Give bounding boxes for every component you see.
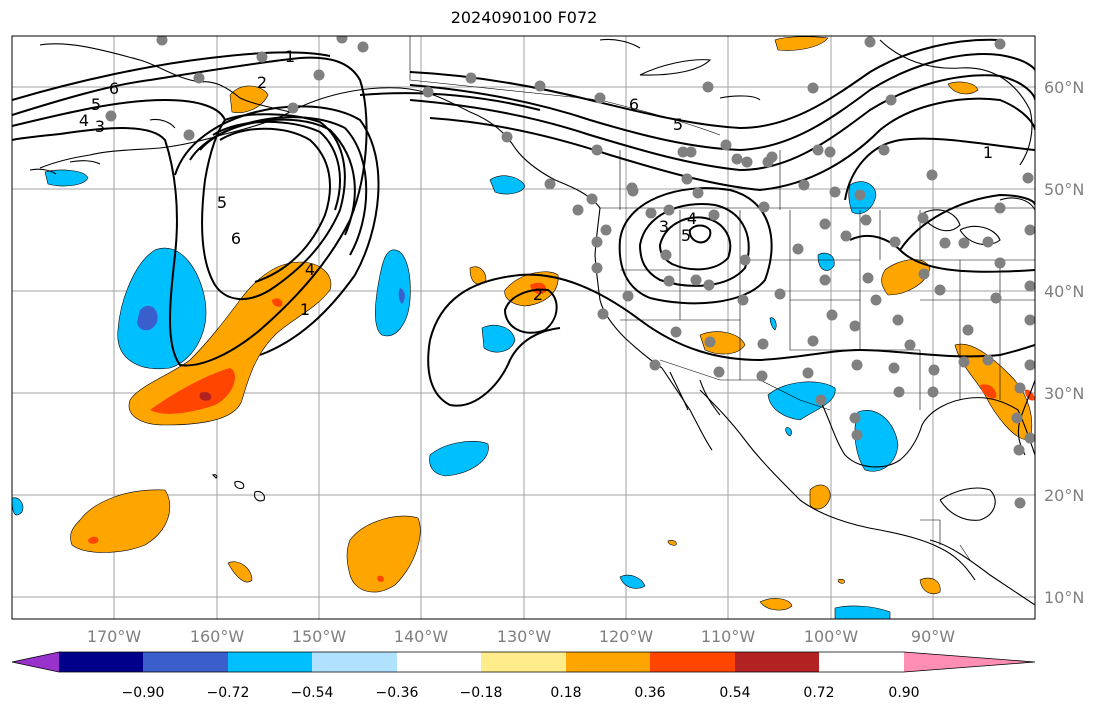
colorbar bbox=[11, 651, 1036, 673]
contour-label: 4 bbox=[305, 260, 315, 279]
colorbar-segment bbox=[59, 652, 143, 672]
contour-label: 3 bbox=[659, 217, 669, 236]
map-frame bbox=[11, 35, 1036, 620]
station-markers bbox=[105, 36, 1035, 509]
longitude-labels: 170°W 160°W 150°W 140°W 130°W 120°W 110°… bbox=[87, 627, 955, 646]
lat-label: 60°N bbox=[1044, 78, 1084, 97]
colorbar-extend-high bbox=[904, 652, 1035, 672]
colorbar-tick-label: 0.54 bbox=[719, 685, 750, 701]
graticule bbox=[12, 36, 1035, 619]
lon-label: 160°W bbox=[190, 627, 245, 646]
latitude-labels: 60°N 50°N 40°N 30°N 20°N 10°N bbox=[1044, 78, 1084, 607]
colorbar-segment bbox=[566, 652, 650, 672]
colorbar-segment bbox=[228, 652, 312, 672]
contour-label: 5 bbox=[673, 115, 683, 134]
contour-label: 5 bbox=[681, 226, 691, 245]
lat-label: 40°N bbox=[1044, 282, 1084, 301]
colorbar-segment bbox=[735, 652, 819, 672]
contour-labels: 6 5 4 3 1 2 5 6 4 1 2 6 5 1 4 3 5 bbox=[79, 47, 993, 319]
colorbar-tick-label: −0.90 bbox=[122, 685, 165, 701]
colorbar-tick-label: 0.36 bbox=[634, 685, 665, 701]
colorbar-segment bbox=[481, 652, 566, 672]
colorbar-outline bbox=[11, 651, 1036, 673]
contour-label: 6 bbox=[231, 229, 241, 248]
colorbar-segment bbox=[397, 652, 481, 672]
colorbar-tick-label: −0.36 bbox=[376, 685, 419, 701]
lon-label: 90°W bbox=[911, 627, 955, 646]
negative-anomaly-fills bbox=[12, 169, 899, 619]
colorbar-segment bbox=[143, 652, 228, 672]
contour-label: 2 bbox=[257, 73, 267, 92]
colorbar-tick-label: −0.54 bbox=[291, 685, 334, 701]
lat-label: 30°N bbox=[1044, 384, 1084, 403]
positive-anomaly-fills bbox=[70, 36, 1035, 611]
colorbar-segment bbox=[650, 652, 735, 672]
contour-label: 1 bbox=[285, 47, 295, 66]
lon-label: 140°W bbox=[394, 627, 449, 646]
lon-label: 130°W bbox=[497, 627, 552, 646]
map-title: 2024090100 F072 bbox=[450, 8, 598, 27]
contour-label: 5 bbox=[91, 95, 101, 114]
lat-label: 10°N bbox=[1044, 588, 1084, 607]
contour-label: 4 bbox=[687, 209, 697, 228]
contour-label: 1 bbox=[300, 300, 310, 319]
lat-label: 20°N bbox=[1044, 486, 1084, 505]
colorbar-tick-label: −0.72 bbox=[207, 685, 250, 701]
colorbar-tick-labels: −0.90 −0.72 −0.54 −0.36 −0.18 0.18 0.36 … bbox=[122, 685, 920, 701]
lon-label: 170°W bbox=[87, 627, 142, 646]
lon-label: 110°W bbox=[701, 627, 756, 646]
colorbar-tick-label: 0.18 bbox=[550, 685, 581, 701]
contour-label: 6 bbox=[109, 79, 119, 98]
contour-label: 4 bbox=[79, 111, 89, 130]
lon-label: 120°W bbox=[599, 627, 654, 646]
colorbar-tick-label: 0.72 bbox=[803, 685, 834, 701]
colorbar-extend-low bbox=[12, 652, 59, 672]
colorbar-tick-label: −0.18 bbox=[460, 685, 503, 701]
colorbar-segment bbox=[312, 652, 397, 672]
colorbar-tick-label: 0.90 bbox=[888, 685, 919, 701]
contour-label: 1 bbox=[983, 143, 993, 162]
lon-label: 100°W bbox=[804, 627, 859, 646]
lat-label: 50°N bbox=[1044, 180, 1084, 199]
contour-label: 6 bbox=[629, 95, 639, 114]
contour-label: 3 bbox=[95, 117, 105, 136]
contour-label: 2 bbox=[533, 285, 543, 304]
contour-label: 5 bbox=[217, 193, 227, 212]
lon-label: 150°W bbox=[292, 627, 347, 646]
